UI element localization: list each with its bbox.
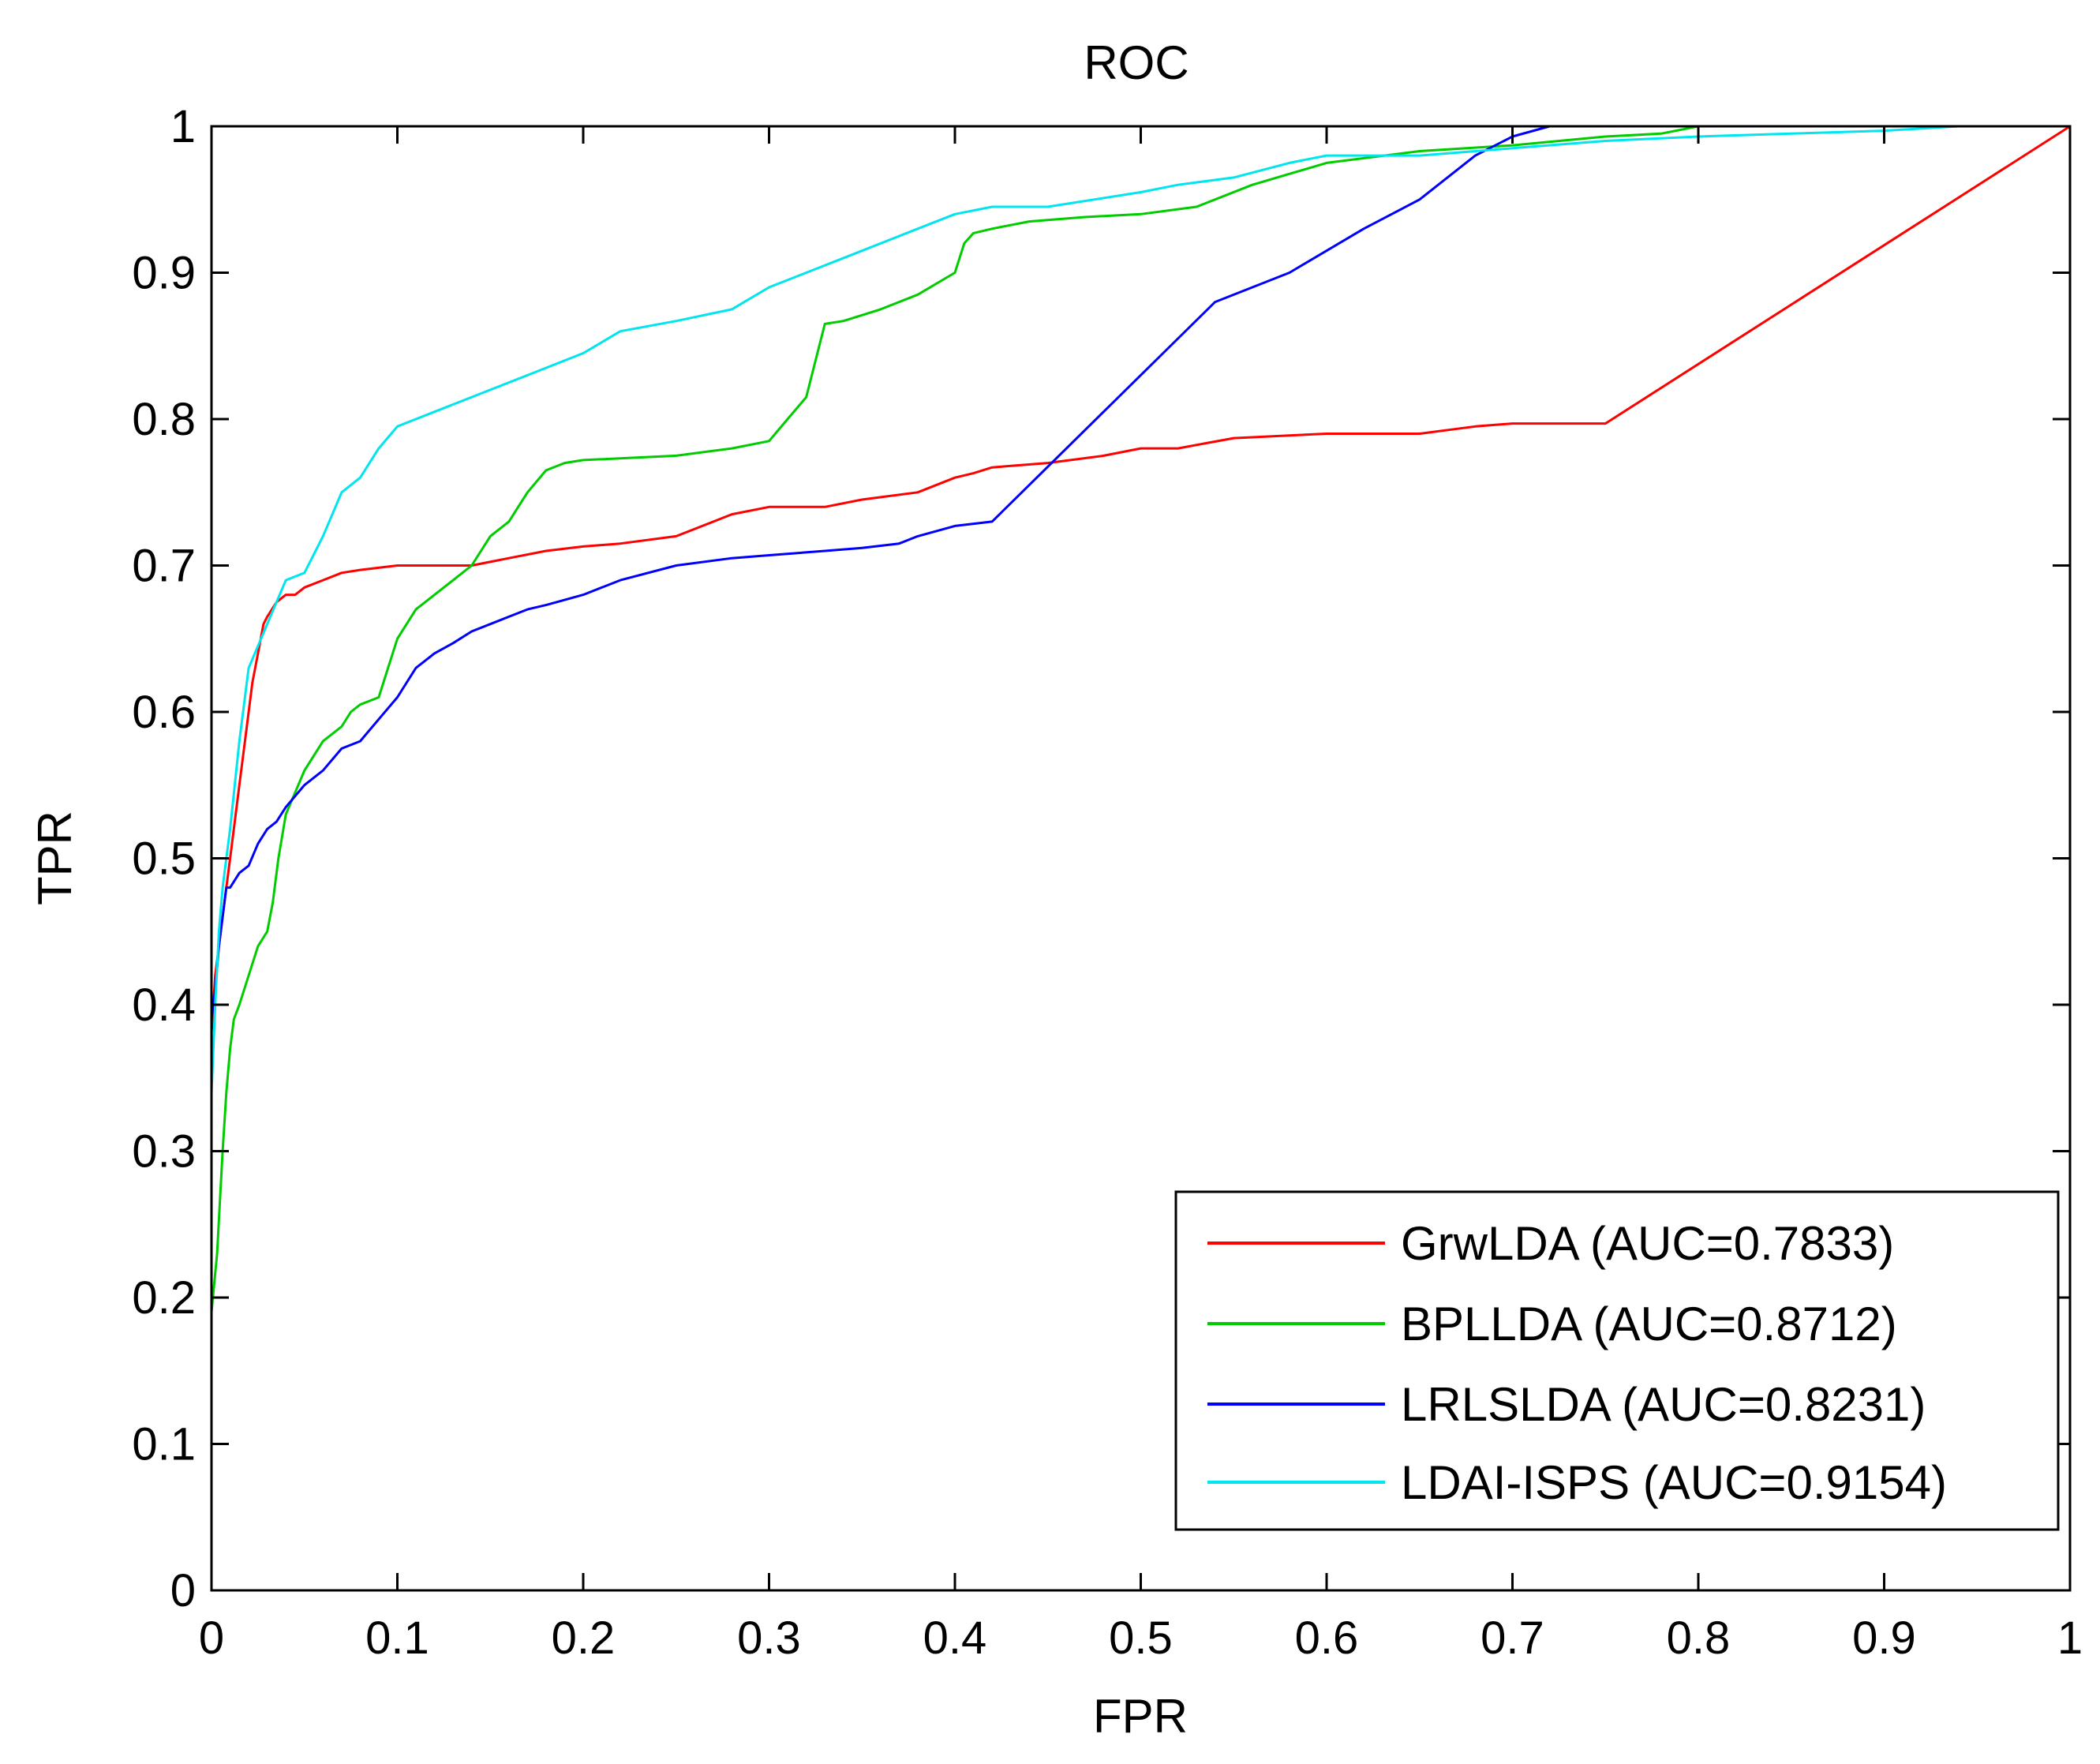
x-tick-label: 0.8 xyxy=(1667,1612,1731,1664)
y-tick-label: 0.5 xyxy=(132,833,196,885)
axis-tick-labels: 0 0.1 0.2 0.3 0.4 0.5 0.6 0.7 0.8 0.9 1 0 0.1 0.2 0.3 0… xyxy=(132,101,2083,1664)
legend-label-3: LRLSLDA (AUC=0.8231) xyxy=(1401,1378,1926,1431)
x-tick-label: 0.2 xyxy=(552,1612,616,1664)
y-axis-label: TPR xyxy=(28,811,81,905)
y-tick-label: 0 xyxy=(170,1565,196,1616)
x-tick-label: 1 xyxy=(2057,1612,2083,1664)
y-tick-label: 0.7 xyxy=(132,541,196,592)
legend-entries: GrwLDA (AUC=0.7833) BPLLDA (AUC=0.8712) LR… xyxy=(1207,1217,1947,1509)
y-tick-label: 0.9 xyxy=(132,248,196,299)
x-tick-label: 0 xyxy=(199,1612,224,1664)
legend-box xyxy=(1174,1190,2060,1531)
series-line-3 xyxy=(210,125,1550,1020)
x-tick-label: 0.1 xyxy=(365,1612,429,1664)
legend-label-2: BPLLDA (AUC=0.8712) xyxy=(1401,1298,1897,1350)
y-tick-label: 0.1 xyxy=(132,1419,196,1470)
legend-label-4: LDAI-ISPS (AUC=0.9154) xyxy=(1401,1456,1947,1509)
series-line-2 xyxy=(210,125,1699,1313)
roc-curves xyxy=(210,125,2071,1313)
x-tick-label: 0.5 xyxy=(1109,1612,1173,1664)
x-axis-label: FPR xyxy=(1093,1690,1188,1743)
y-tick-label: 1 xyxy=(170,101,196,152)
legend-label-1: GrwLDA (AUC=0.7833) xyxy=(1401,1217,1894,1270)
y-tick-label: 0.2 xyxy=(132,1272,196,1324)
legend: GrwLDA (AUC=0.7833) BPLLDA (AUC=0.8712) LR… xyxy=(1174,1190,2060,1531)
axis-ticks xyxy=(210,125,2072,1592)
x-tick-label: 0.9 xyxy=(1852,1612,1916,1664)
y-tick-label: 0.6 xyxy=(132,687,196,738)
chart-title: ROC xyxy=(1084,36,1189,89)
y-tick-label: 0.8 xyxy=(132,394,196,445)
x-tick-label: 0.6 xyxy=(1295,1612,1359,1664)
series-line-4 xyxy=(210,125,1959,1093)
y-tick-label: 0.4 xyxy=(132,979,196,1031)
x-tick-label: 0.7 xyxy=(1480,1612,1544,1664)
x-tick-label: 0.3 xyxy=(737,1612,801,1664)
x-tick-label: 0.4 xyxy=(923,1612,987,1664)
series-line-1 xyxy=(210,125,2071,1035)
y-tick-label: 0.3 xyxy=(132,1126,196,1178)
